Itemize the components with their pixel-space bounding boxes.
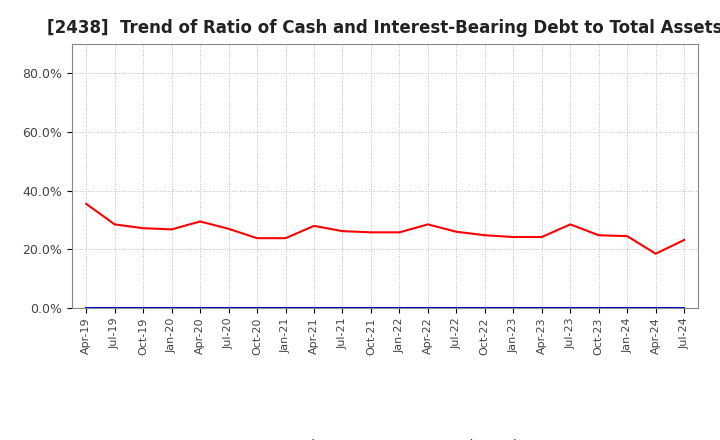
Cash [110,222,119,227]
Line: Cash: Cash [86,204,684,254]
Title: [2438]  Trend of Ratio of Cash and Interest-Bearing Debt to Total Assets: [2438] Trend of Ratio of Cash and Intere… [48,19,720,37]
Cash [167,227,176,232]
Cash [366,230,375,235]
Cash [338,228,347,234]
Interest-Bearing Debt [110,305,119,311]
Interest-Bearing Debt [253,305,261,311]
Cash [652,251,660,257]
Interest-Bearing Debt [623,305,631,311]
Cash [509,235,518,240]
Cash [395,230,404,235]
Interest-Bearing Debt [139,305,148,311]
Cash [225,226,233,231]
Cash [282,235,290,241]
Interest-Bearing Debt [196,305,204,311]
Interest-Bearing Debt [167,305,176,311]
Cash [139,226,148,231]
Cash [82,201,91,206]
Cash [452,229,461,235]
Interest-Bearing Debt [509,305,518,311]
Cash [310,223,318,228]
Legend: Cash, Interest-Bearing Debt: Cash, Interest-Bearing Debt [238,433,532,440]
Interest-Bearing Debt [566,305,575,311]
Cash [623,234,631,239]
Interest-Bearing Debt [310,305,318,311]
Interest-Bearing Debt [423,305,432,311]
Cash [680,237,688,242]
Interest-Bearing Debt [452,305,461,311]
Interest-Bearing Debt [480,305,489,311]
Cash [566,222,575,227]
Cash [595,233,603,238]
Interest-Bearing Debt [537,305,546,311]
Interest-Bearing Debt [225,305,233,311]
Cash [423,222,432,227]
Cash [480,233,489,238]
Cash [253,235,261,241]
Interest-Bearing Debt [282,305,290,311]
Interest-Bearing Debt [652,305,660,311]
Cash [537,235,546,240]
Interest-Bearing Debt [82,305,91,311]
Interest-Bearing Debt [338,305,347,311]
Cash [196,219,204,224]
Interest-Bearing Debt [366,305,375,311]
Interest-Bearing Debt [680,305,688,311]
Interest-Bearing Debt [395,305,404,311]
Interest-Bearing Debt [595,305,603,311]
